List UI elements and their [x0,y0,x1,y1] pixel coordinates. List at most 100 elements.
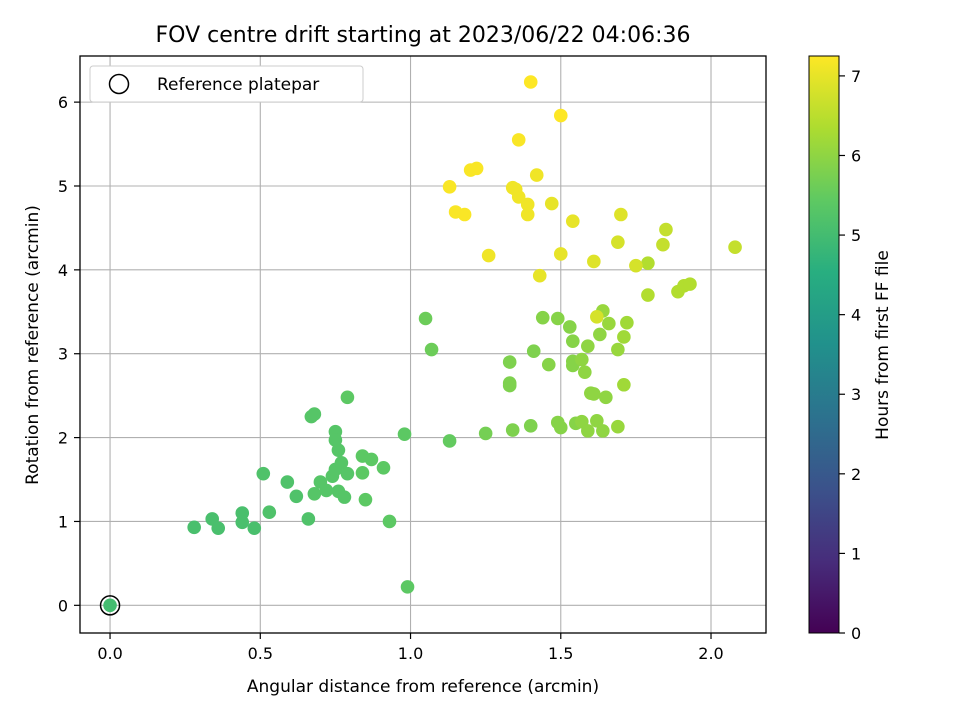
legend: Reference platepar [89,65,364,103]
data-point [319,483,334,498]
data-point [520,207,535,222]
data-point [599,390,613,405]
data-point [307,486,322,501]
y-tick-label: 2 [58,429,68,448]
data-point [337,490,352,504]
chart-title: FOV centre drift starting at 2023/06/22 … [156,23,691,48]
data-point [280,475,295,489]
data-point [596,424,610,438]
data-point [520,197,535,212]
data-point [602,316,616,331]
x-axis-ticks: 0.0 0.5 1.0 1.5 2.0 [97,633,724,663]
y-axis-ticks: 0 1 2 3 4 5 6 [58,93,80,615]
data-point [641,256,655,270]
data-point [448,205,463,219]
data-point [575,352,589,367]
data-point [187,520,201,535]
y-tick-label: 1 [58,512,68,531]
data-point [382,514,397,529]
data-point [617,330,631,344]
plot-frame [79,55,767,634]
data-point [728,240,742,255]
data-point [593,327,607,342]
colorbar-tick-label: 2 [851,465,861,484]
data-point [656,237,670,252]
data-point [502,378,517,393]
y-tick-label: 6 [58,93,68,112]
data-point [611,342,625,357]
data-point [247,521,262,535]
reference-marker-layer [99,595,121,616]
data-point [211,521,226,535]
data-point [541,357,556,372]
data-point [553,420,568,435]
data-point [481,248,496,263]
data-point [505,180,520,195]
x-tick-label: 2.0 [698,644,723,663]
data-point [529,168,544,182]
data-point [262,505,277,520]
data-point [301,512,316,526]
colorbar-label: Hours from first FF file [873,250,893,440]
data-point [397,427,412,442]
data-point [364,452,379,467]
colorbar-tick-label: 7 [851,67,861,86]
colorbar-tick-label: 0 [851,624,861,643]
data-point [614,207,628,222]
data-point [463,163,478,177]
data-point [505,423,520,437]
data-point [376,460,391,475]
data-point [659,222,673,237]
colorbar-gradient [808,55,840,634]
y-tick-label: 3 [58,345,68,364]
data-point [358,492,373,507]
data-point [502,355,517,369]
data-point [235,515,250,530]
data-point [340,390,355,405]
x-axis-label: Angular distance from reference (arcmin) [247,677,599,697]
data-point [581,339,595,353]
data-point [442,434,457,448]
colorbar: 0 1 2 3 4 5 6 7 Hours from first FF file [808,55,893,643]
data-point [424,342,439,357]
x-tick-label: 1.5 [548,644,573,663]
data-point [629,258,643,273]
x-tick-label: 1.0 [398,644,423,663]
x-tick-label: 0.0 [97,644,122,663]
data-point [535,310,550,325]
data-point [103,598,117,613]
data-point [526,344,541,359]
y-axis-label: Rotation from reference (arcmin) [23,205,43,485]
data-point [400,580,415,594]
data-point [340,466,355,481]
data-point [578,365,592,379]
x-tick-label: 0.5 [248,644,273,663]
grid-lines [80,56,766,633]
data-point [620,315,634,330]
data-point [562,320,577,334]
data-point [523,75,538,89]
colorbar-tick-label: 5 [851,226,861,245]
colorbar-tick-label: 1 [851,544,861,563]
data-point [307,407,322,421]
y-tick-label: 0 [58,596,68,615]
data-points [103,75,742,613]
data-point [617,377,631,392]
data-point [418,311,433,326]
data-point [683,277,697,291]
colorbar-tick-label: 6 [851,146,861,165]
data-point [550,311,565,326]
data-point [511,133,526,147]
data-point [544,196,559,211]
data-point [553,247,568,261]
data-point [355,466,370,480]
data-point [565,214,580,229]
y-tick-label: 4 [58,261,68,280]
colorbar-ticks: 0 1 2 3 4 5 6 7 [839,67,861,643]
y-tick-label: 5 [58,177,68,196]
data-point [590,310,604,324]
data-point [581,424,595,438]
data-point [532,268,547,283]
data-point [611,235,625,249]
